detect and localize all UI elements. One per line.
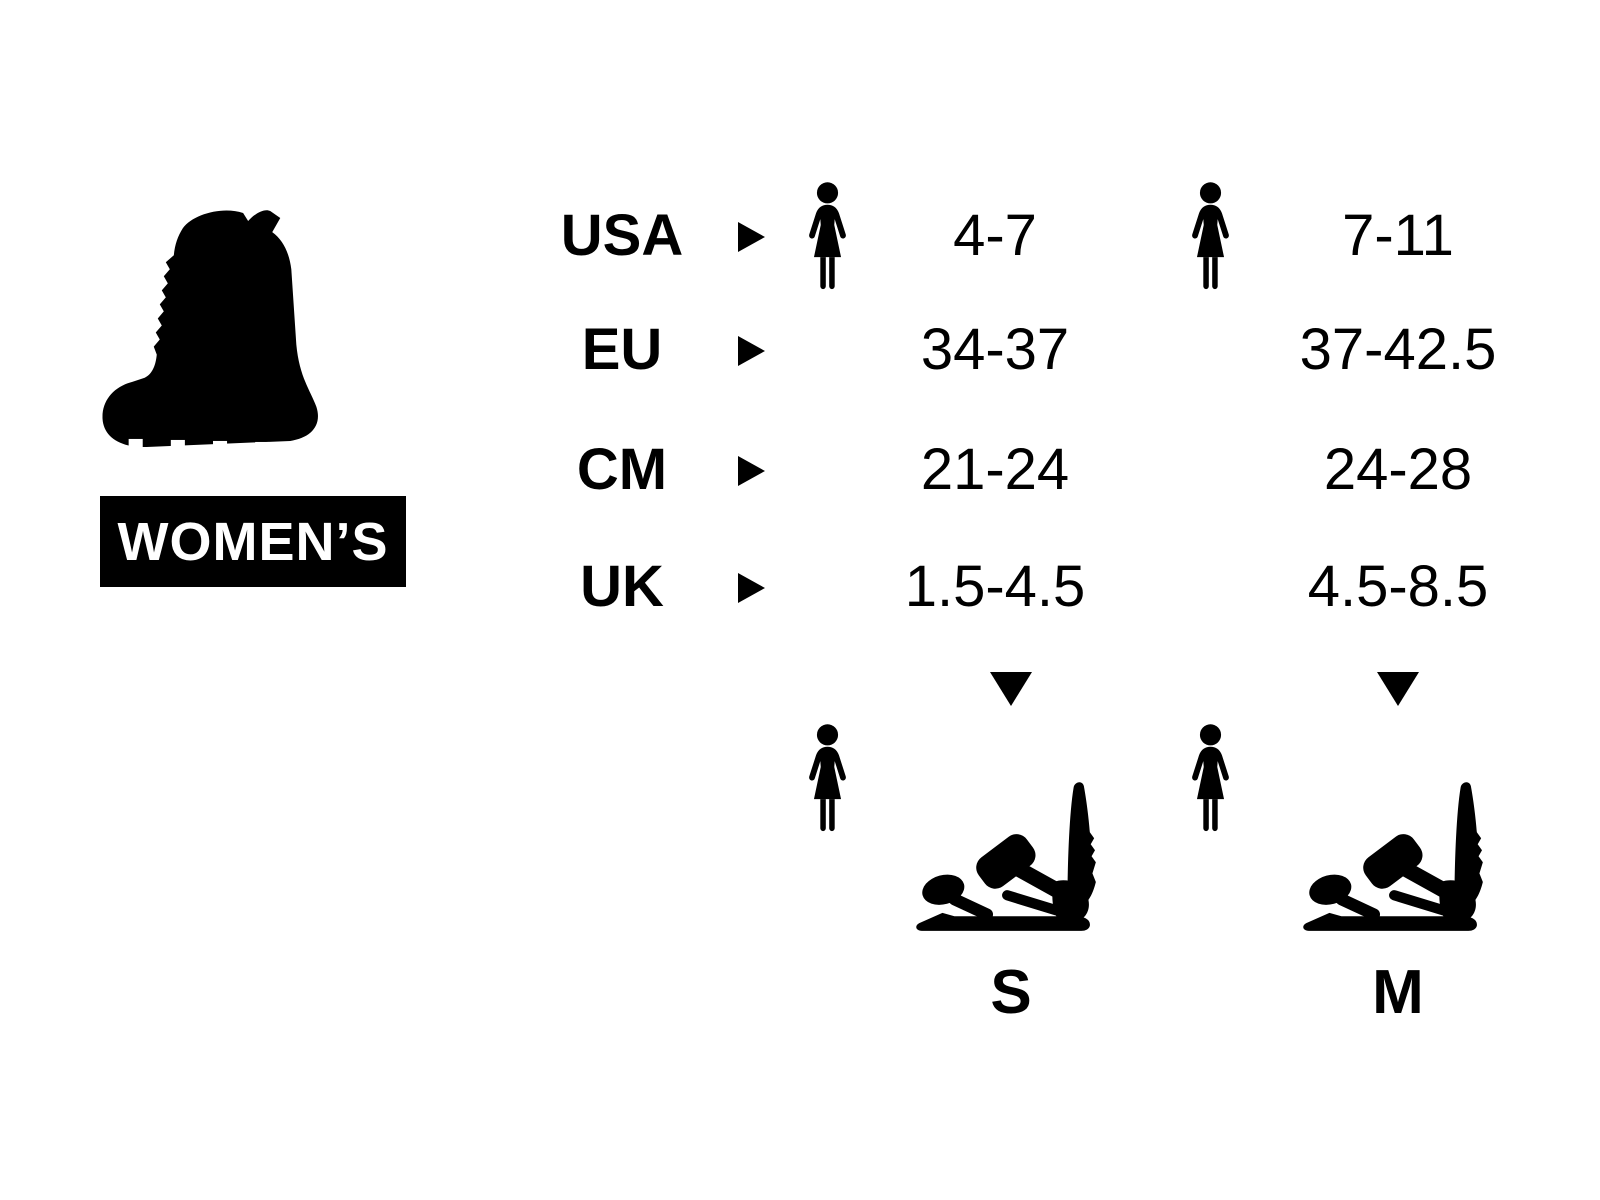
right-arrow-icon <box>738 456 765 486</box>
row-label-usa: USA <box>560 203 684 268</box>
usa-medium-range: 7-11 <box>1342 203 1454 268</box>
category-label: WOMEN’S <box>117 511 389 572</box>
row-label-uk: UK <box>580 554 664 619</box>
right-arrow-icon <box>738 222 765 252</box>
table-row: EU 34-37 37-42.5 <box>0 320 1600 380</box>
down-arrow-icon <box>1377 672 1419 706</box>
uk-medium-range: 4.5-8.5 <box>1307 554 1489 619</box>
table-row: UK 1.5-4.5 4.5-8.5 <box>0 557 1600 617</box>
usa-small-range: 4-7 <box>953 203 1037 268</box>
uk-small-range: 1.5-4.5 <box>904 554 1086 619</box>
category-badge: WOMEN’S <box>100 496 406 587</box>
right-arrow-icon <box>738 573 765 603</box>
binding-size-medium: M <box>1372 958 1424 1027</box>
woman-icon <box>1192 182 1229 290</box>
right-arrow-icon <box>738 336 765 366</box>
snowboard-binding-icon <box>916 782 1096 931</box>
cm-small-range: 21-24 <box>920 437 1070 502</box>
down-arrow-icon <box>990 672 1032 706</box>
eu-medium-range: 37-42.5 <box>1299 317 1497 382</box>
eu-small-range: 34-37 <box>920 317 1070 382</box>
woman-icon <box>809 724 846 832</box>
row-label-cm: CM <box>576 437 668 502</box>
row-label-eu: EU <box>581 317 663 382</box>
snowboard-binding-icon <box>1303 782 1483 931</box>
snowboard-boot-icon <box>102 210 318 451</box>
cm-medium-range: 24-28 <box>1323 437 1473 502</box>
woman-icon <box>809 182 846 290</box>
woman-icon <box>1192 724 1229 832</box>
table-row: USA 4-7 7-11 <box>0 206 1600 266</box>
binding-size-small: S <box>990 958 1032 1027</box>
table-row: CM 21-24 24-28 <box>0 440 1600 500</box>
